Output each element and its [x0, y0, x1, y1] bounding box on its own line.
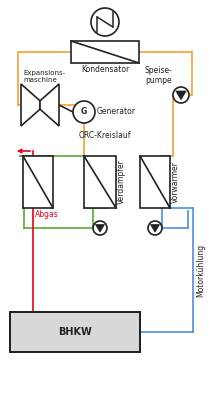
Text: Generator: Generator: [97, 108, 136, 116]
Polygon shape: [176, 91, 186, 100]
Text: Expansions-
maschine: Expansions- maschine: [23, 70, 65, 83]
Circle shape: [73, 101, 95, 123]
Text: Kondensator: Kondensator: [81, 65, 129, 74]
Circle shape: [173, 87, 189, 103]
Polygon shape: [21, 84, 40, 126]
Polygon shape: [40, 84, 59, 126]
Bar: [84, 156, 116, 208]
Text: Abgas: Abgas: [35, 210, 59, 219]
Polygon shape: [96, 224, 105, 232]
Circle shape: [148, 221, 162, 235]
Text: Vorwärmer: Vorwärmer: [171, 161, 180, 203]
Text: ORC-Kreislauf: ORC-Kreislauf: [79, 130, 131, 140]
Text: Verdampfer: Verdampfer: [117, 160, 126, 204]
Text: Motorkühlung: Motorkühlung: [196, 244, 205, 296]
Text: G: G: [81, 108, 87, 116]
Bar: [10, 312, 140, 352]
Bar: [71, 41, 139, 63]
Text: Speise-
pumpe: Speise- pumpe: [144, 66, 172, 85]
Text: BHKW: BHKW: [58, 327, 92, 337]
Bar: [140, 156, 170, 208]
Polygon shape: [150, 224, 160, 232]
Circle shape: [91, 8, 119, 36]
Bar: [23, 156, 53, 208]
Circle shape: [93, 221, 107, 235]
